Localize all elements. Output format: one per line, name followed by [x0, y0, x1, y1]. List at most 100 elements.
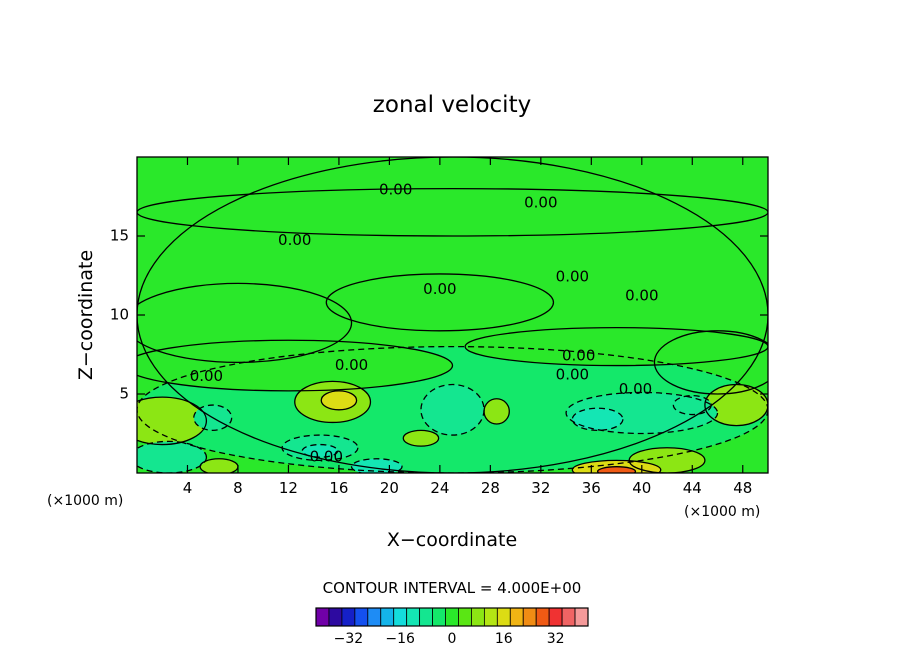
contour-label: 0.00: [556, 268, 589, 286]
contour-region: [321, 390, 357, 410]
contour-label: 0.00: [625, 287, 658, 305]
contour-line: [137, 440, 208, 473]
x-tick-label: 28: [481, 479, 500, 497]
colorbar-swatch: [548, 607, 563, 627]
contour-region: [420, 384, 485, 436]
x-tick-label: 36: [582, 479, 601, 497]
x-tick-label: 48: [733, 479, 752, 497]
x-tick-label: 24: [430, 479, 449, 497]
colorbar: [315, 607, 589, 627]
contour-line: [402, 429, 440, 447]
contour-line: [464, 326, 768, 367]
colorbar-swatch: [522, 607, 537, 627]
colorbar-swatch: [367, 607, 382, 627]
contour-line: [325, 273, 555, 332]
contour-region: [403, 430, 439, 447]
contour-region: [484, 398, 510, 425]
colorbar-swatch: [354, 607, 369, 627]
contour-line: [350, 458, 403, 473]
contour-line: [193, 404, 233, 431]
contour-line: [301, 443, 339, 458]
x-axis: 4 8 12 16 20 24 28 32 36 40 44 48: [183, 157, 752, 497]
y-tick-label: 10: [110, 306, 129, 324]
colorbar-frame: [315, 607, 589, 627]
colorbar-swatch: [432, 607, 446, 627]
colorbar-tick-label: −32: [334, 631, 364, 647]
colorbar-tick-labels: −32 −16 0 16 32: [334, 631, 565, 647]
colorbar-swatch: [561, 607, 576, 627]
y-tick-label: 5: [119, 385, 129, 403]
contour-region: [137, 340, 453, 391]
contour-line: [137, 396, 208, 446]
contour-label: 0.00: [619, 380, 652, 398]
contour-region: [572, 408, 623, 431]
contour-region: [302, 444, 338, 458]
x-tick-label: 20: [380, 479, 399, 497]
contour-line: [571, 407, 624, 431]
contour-line: [294, 380, 372, 424]
x-axis-label: X−coordinate: [387, 529, 517, 551]
colorbar-tick-label: 0: [448, 631, 457, 647]
plot-area: 0.000.000.000.000.00 0.000.000.000.000.00…: [137, 157, 768, 473]
colorbar-swatch: [406, 607, 421, 627]
contour-label: 0.00: [379, 181, 412, 199]
contour-region: [597, 466, 636, 473]
colorbar-swatch: [509, 607, 524, 627]
x-tick-label: 40: [632, 479, 651, 497]
x-unit-label-left: (×1000 m): [47, 493, 123, 509]
x-tick-label: 4: [183, 479, 193, 497]
colorbar-swatch: [328, 607, 343, 627]
contour-region: [465, 327, 768, 366]
colorbar-swatch: [483, 607, 498, 627]
y-axis: 5 10 15: [110, 227, 768, 403]
contour-line: [672, 394, 712, 416]
x-tick-label: 16: [329, 479, 348, 497]
contour-label: 0.00: [190, 367, 223, 385]
contour-line: [420, 383, 485, 436]
contour-label: 0.00: [423, 280, 456, 298]
colorbar-swatch: [315, 607, 330, 627]
colorbar-swatch: [393, 607, 408, 627]
colorbar-swatch: [535, 607, 550, 627]
colorbar-tick-label: −16: [385, 631, 415, 647]
contour-line: [281, 434, 359, 462]
colorbar-swatch: [445, 607, 459, 627]
contour-label: 0.00: [562, 347, 595, 365]
contour-line: [137, 282, 353, 364]
contour-region: [137, 188, 768, 236]
colorbar-tick-label: 16: [495, 631, 513, 647]
contour-interval-text: CONTOUR INTERVAL = 4.000E+00: [323, 579, 582, 597]
contour-label: 0.00: [524, 193, 557, 211]
x-tick-label: 32: [531, 479, 550, 497]
colorbar-swatch: [341, 607, 356, 627]
chart-title: zonal velocity: [373, 92, 531, 118]
colorbar-swatch: [419, 607, 433, 627]
contour-line: [137, 339, 454, 392]
contour-line: [320, 390, 358, 411]
contour-region: [326, 273, 554, 331]
contour-line: [653, 330, 768, 395]
contour-line: [565, 391, 719, 435]
colorbar-swatch: [471, 607, 485, 627]
contour-label: 0.00: [335, 356, 368, 374]
x-tick-label: 44: [683, 479, 702, 497]
contour-label: 0.00: [556, 366, 589, 384]
contour-line: [137, 187, 768, 237]
contour-region: [200, 458, 238, 473]
contour-region: [137, 441, 207, 473]
x-unit-label-right: (×1000 m): [684, 504, 760, 520]
contour-region: [704, 384, 768, 426]
colorbar-tick-label: 32: [547, 631, 565, 647]
contour-region: [137, 397, 207, 445]
colorbar-swatch: [496, 607, 511, 627]
contour-line: [596, 466, 637, 473]
y-tick-label: 15: [110, 227, 129, 245]
colorbar-swatch: [380, 607, 395, 627]
contour-label: 0.00: [310, 448, 343, 466]
x-tick-label: 8: [233, 479, 243, 497]
contour-line: [571, 459, 662, 473]
x-tick-label: 12: [279, 479, 298, 497]
y-axis-label: Z−coordinate: [75, 250, 97, 380]
contour-line: [704, 383, 768, 427]
